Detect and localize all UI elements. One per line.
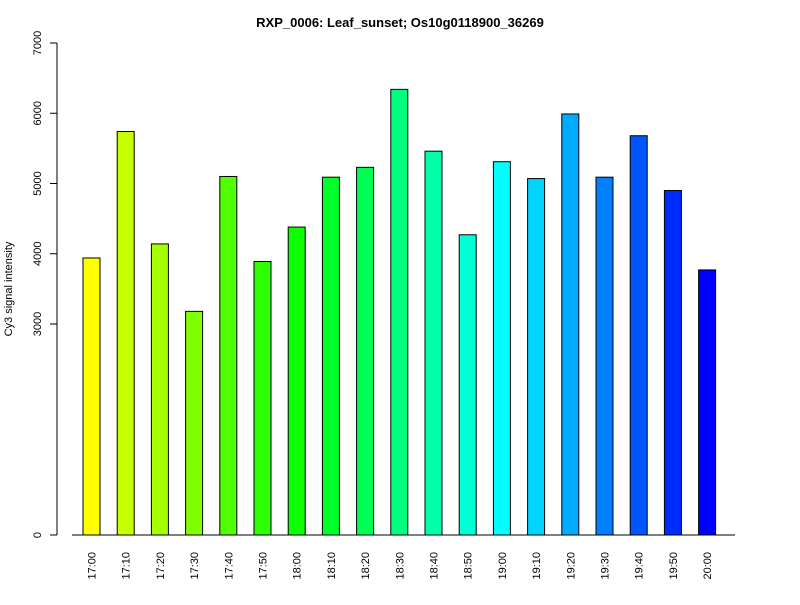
bar bbox=[561, 113, 580, 536]
x-tick-label: 17:30 bbox=[189, 552, 201, 580]
bar bbox=[116, 131, 135, 536]
y-tick-label: 3000 bbox=[32, 312, 44, 336]
bar bbox=[424, 150, 443, 536]
y-tick-label: 0 bbox=[32, 532, 44, 538]
x-axis: 17:00 17:10 17:20 17:30 17:40 17:50 18:00 18:10… bbox=[72, 534, 735, 580]
x-tick-label: 19:10 bbox=[531, 552, 543, 580]
bars bbox=[82, 88, 717, 536]
x-tick-label: 18:30 bbox=[394, 552, 406, 580]
x-tick-label: 17:20 bbox=[155, 552, 167, 580]
x-tick-label: 18:10 bbox=[326, 552, 338, 580]
bar bbox=[150, 243, 169, 536]
y-axis: 0 3000 4000 5000 6000 7000 bbox=[32, 31, 58, 538]
bar bbox=[527, 178, 546, 536]
x-tick-label: 17:00 bbox=[87, 552, 99, 580]
y-tick-label: 7000 bbox=[32, 31, 44, 55]
x-tick-label: 19:20 bbox=[565, 552, 577, 580]
bar bbox=[595, 176, 614, 536]
y-tick-label: 4000 bbox=[32, 242, 44, 266]
x-tick-label: 19:40 bbox=[634, 552, 646, 580]
y-axis-label: Cy3 signal intensity bbox=[3, 241, 15, 336]
bar bbox=[321, 176, 340, 536]
bar bbox=[82, 257, 101, 536]
x-tick-label: 18:50 bbox=[463, 552, 475, 580]
bar bbox=[390, 88, 409, 536]
bar bbox=[219, 175, 238, 536]
bar bbox=[458, 234, 477, 536]
bar bbox=[492, 161, 511, 536]
x-tick-label: 18:40 bbox=[429, 552, 441, 580]
bar bbox=[253, 260, 272, 536]
bar bbox=[356, 166, 375, 536]
x-tick-label: 19:30 bbox=[600, 552, 612, 580]
x-tick-label: 17:40 bbox=[223, 552, 235, 580]
bar bbox=[698, 269, 717, 536]
bar bbox=[663, 190, 682, 536]
bar bbox=[185, 310, 204, 536]
x-tick-label: 20:00 bbox=[702, 552, 714, 580]
bar bbox=[629, 135, 648, 536]
bar bbox=[287, 226, 306, 536]
x-tick-label: 19:50 bbox=[668, 552, 680, 580]
x-tick-label: 19:00 bbox=[497, 552, 509, 580]
x-tick-label: 17:50 bbox=[258, 552, 270, 580]
x-tick-label: 18:20 bbox=[360, 552, 372, 580]
x-tick-label: 17:10 bbox=[121, 552, 133, 580]
chart-title: RXP_0006: Leaf_sunset; Os10g0118900_3626… bbox=[256, 15, 544, 30]
y-tick-label: 5000 bbox=[32, 171, 44, 195]
y-tick-label: 6000 bbox=[32, 101, 44, 125]
x-tick-label: 18:00 bbox=[292, 552, 304, 580]
